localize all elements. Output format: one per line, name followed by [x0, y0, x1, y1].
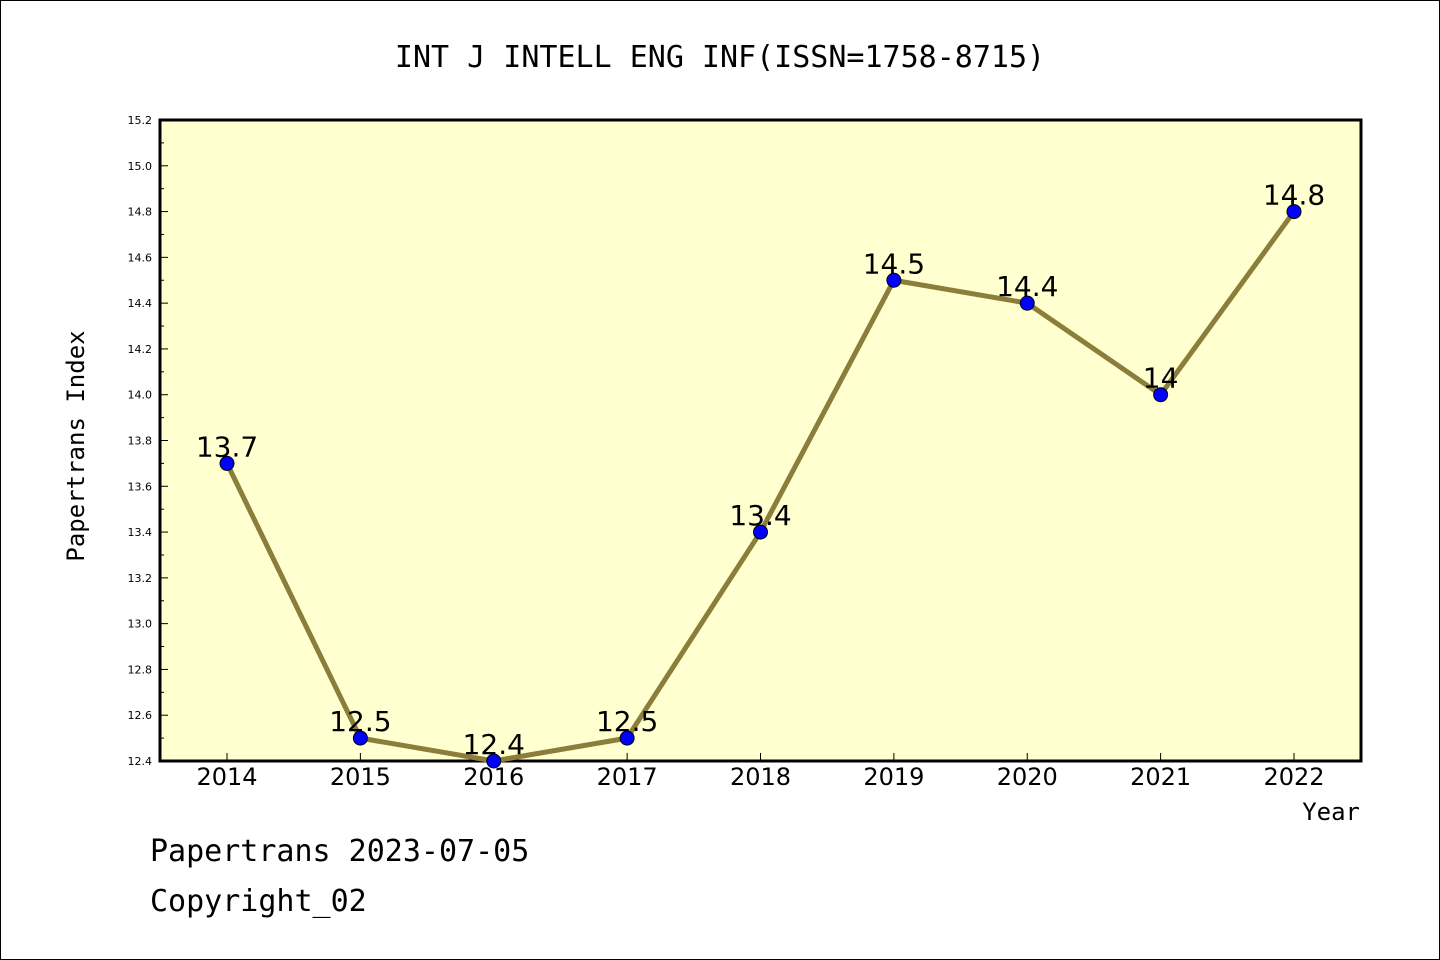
y-tick-label: 13.6: [128, 480, 153, 493]
y-tick-label: 15.0: [128, 160, 153, 173]
x-tick-label: 2021: [1130, 763, 1191, 791]
x-axis-label: Year: [1302, 798, 1360, 826]
y-tick-label: 12.6: [128, 709, 153, 722]
data-label: 14: [1143, 362, 1179, 395]
data-point: [619, 730, 635, 746]
y-tick-label: 14.2: [128, 343, 153, 356]
data-point: [753, 524, 768, 540]
plot-area: [158, 118, 1363, 763]
data-label: 13.7: [196, 430, 258, 463]
data-label: 14.4: [996, 270, 1058, 303]
y-axis-label: Papertrans Index: [62, 330, 90, 561]
data-series: 13.7 12.5 12.4 12.5 13.4 14.5 14.4 14 14.8: [196, 179, 1325, 769]
data-label: 14.5: [863, 247, 925, 280]
data-point: [1286, 204, 1302, 220]
data-point: [886, 272, 902, 288]
data-point: [352, 730, 368, 746]
y-tick-label: 13.4: [128, 526, 153, 539]
data-point: [1019, 295, 1035, 311]
y-tick-label: 13.8: [128, 435, 153, 448]
y-tick-label: 14.8: [128, 206, 153, 219]
data-label: 12.5: [329, 705, 391, 738]
y-tick-label: 14.4: [128, 297, 153, 310]
data-point: [219, 455, 235, 471]
footer-date: Papertrans 2023-07-05: [150, 834, 530, 869]
x-tick-label: 2020: [997, 763, 1058, 791]
data-label: 12.4: [463, 728, 525, 761]
x-axis: 2014 2015 2016 2017 2018 2019 2020 2021 2022: [196, 753, 1325, 791]
x-tick-label: 2019: [863, 763, 924, 791]
y-tick-label: 12.4: [128, 755, 153, 768]
y-tick-label: 14.0: [128, 389, 153, 402]
y-axis: 12.4 12.6 12.8 13.0 13.2 13.4 13.6 13.8 14.0 14.2…: [128, 114, 168, 768]
x-tick-label: 2022: [1263, 763, 1324, 791]
data-point: [1153, 387, 1169, 403]
x-tick-label: 2015: [330, 763, 391, 791]
data-label: 13.4: [729, 499, 791, 532]
x-tick-label: 2018: [730, 763, 791, 791]
x-tick-label: 2014: [196, 763, 257, 791]
y-tick-label: 12.8: [128, 663, 153, 676]
y-tick-label: 13.2: [128, 572, 153, 585]
y-tick-label: 13.0: [128, 618, 153, 631]
chart-title: INT J INTELL ENG INF(ISSN=1758-8715): [395, 40, 1045, 75]
data-point: [486, 753, 502, 769]
y-tick-label: 14.6: [128, 251, 153, 264]
y-tick-label: 15.2: [128, 114, 153, 127]
data-label: 12.5: [596, 705, 658, 738]
footer-copyright: Copyright_02: [150, 884, 367, 919]
data-label: 14.8: [1263, 179, 1325, 212]
x-tick-label: 2017: [597, 763, 658, 791]
